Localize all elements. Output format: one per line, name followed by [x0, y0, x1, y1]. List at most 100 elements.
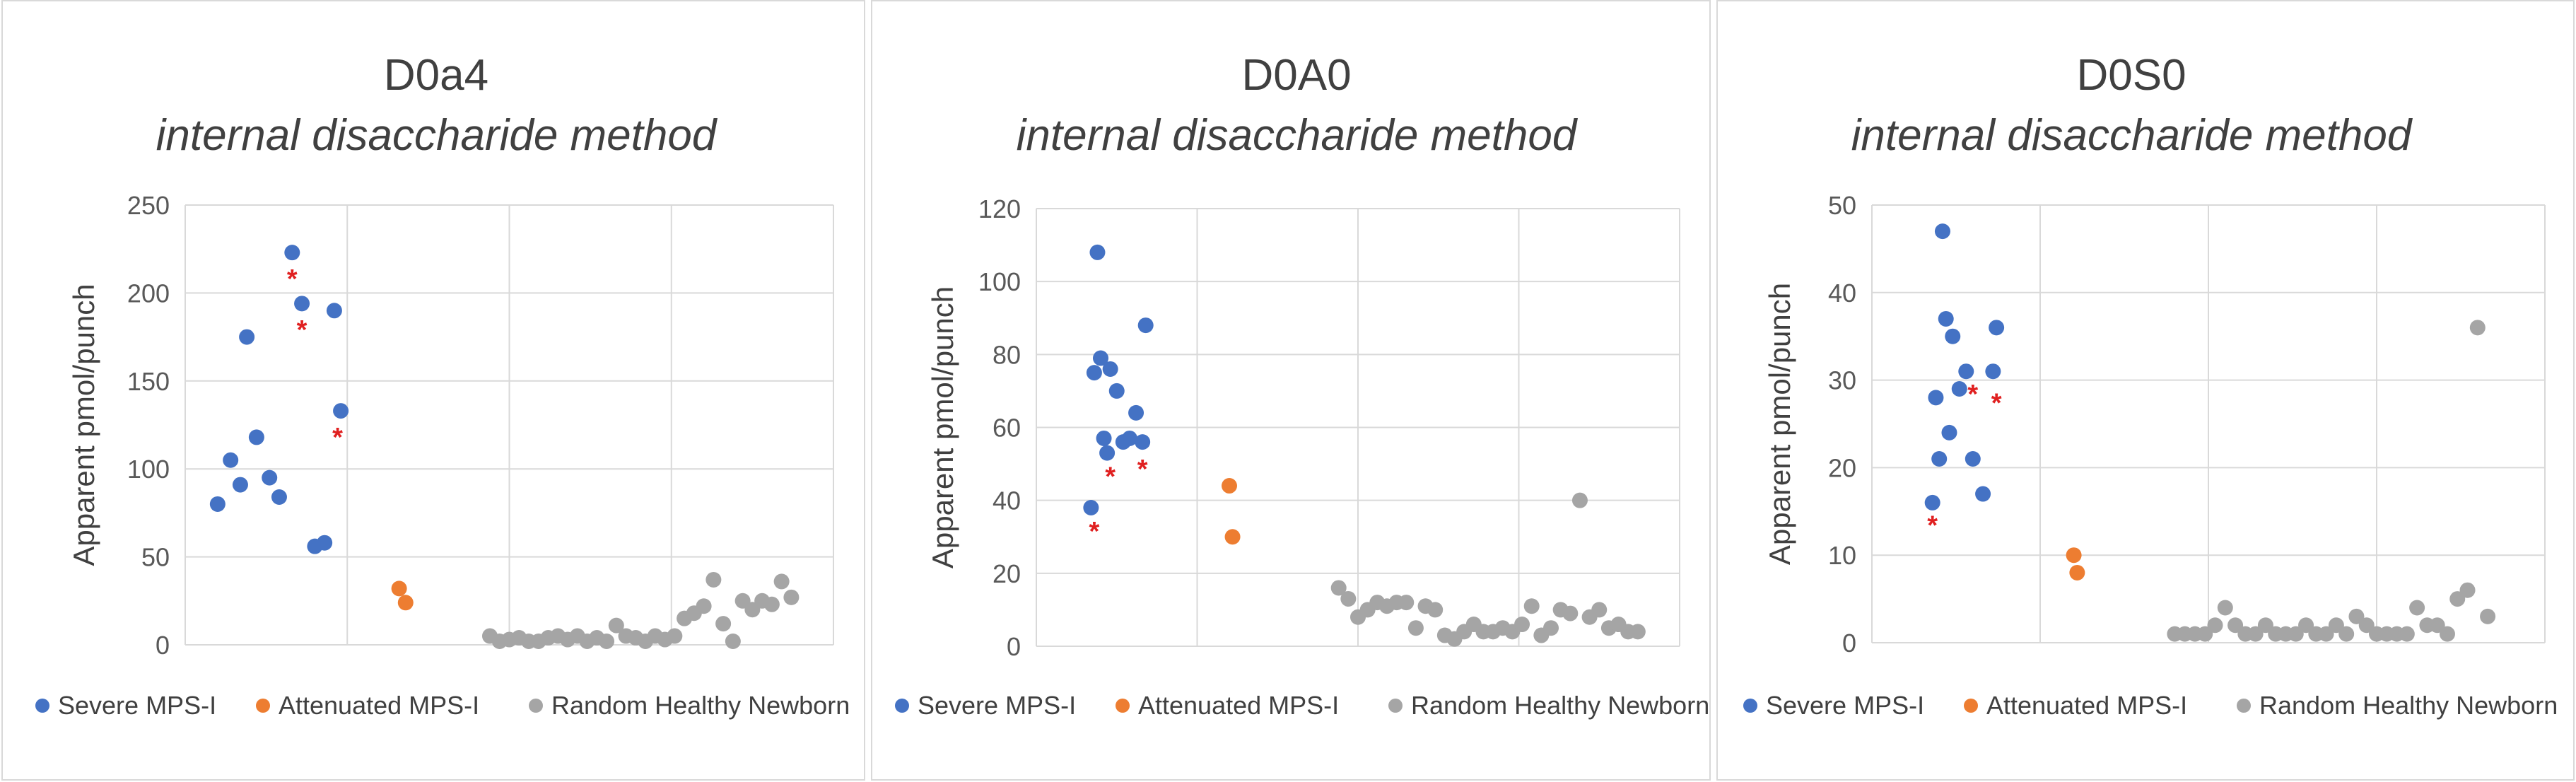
- y-tick-label: 200: [127, 279, 170, 308]
- data-point: [1629, 624, 1646, 640]
- data-point: [1407, 620, 1424, 636]
- data-point: [271, 489, 287, 506]
- data-point: [294, 296, 310, 312]
- data-point: [1224, 529, 1241, 545]
- data-point: [2480, 608, 2496, 624]
- y-tick-label: 40: [993, 486, 1021, 515]
- y-tick-label: 0: [1842, 629, 1856, 658]
- data-point: [1102, 361, 1118, 377]
- legend-marker: [529, 699, 543, 713]
- data-point: [1086, 365, 1102, 381]
- legend-entry: Random Healthy Newborn: [551, 691, 850, 720]
- data-point: [2409, 600, 2425, 616]
- chart-panel-d0s0: D0S0 internal disaccharide method 0 10 20 30 4…: [1716, 0, 2575, 781]
- y-tick-label: 0: [1007, 632, 1021, 661]
- data-point: [1989, 320, 2005, 336]
- data-point: [1093, 350, 1108, 366]
- legend-marker: [256, 699, 270, 713]
- data-point: [1523, 598, 1540, 614]
- legend-marker: [1116, 699, 1130, 713]
- chart-panel-d0a0: D0A0 internal disaccharide method 0 20 40 60 8…: [871, 0, 1711, 781]
- data-point: [1398, 595, 1415, 611]
- data-point: [2358, 617, 2375, 634]
- chart-subtitle: internal disaccharide method: [1851, 111, 2413, 160]
- legend-marker: [895, 699, 909, 713]
- data-point: [2318, 626, 2334, 642]
- asterisk-marker: *: [1927, 511, 1938, 541]
- chart-subtitle: internal disaccharide method: [156, 111, 718, 160]
- data-point: [773, 573, 790, 590]
- data-point: [326, 303, 342, 319]
- data-point: [1083, 499, 1099, 515]
- chart-panel-d0a4: D0a4 internal disaccharide method 0 50 100 15…: [1, 0, 865, 781]
- data-point: [1330, 580, 1347, 596]
- data-point: [1951, 380, 1967, 397]
- data-point: [1941, 424, 1957, 440]
- data-point: [333, 403, 349, 419]
- asterisk-marker: *: [1137, 455, 1148, 484]
- data-point: [1945, 328, 1961, 344]
- data-point: [2348, 608, 2365, 624]
- data-point: [2227, 617, 2244, 634]
- data-point: [2469, 320, 2486, 336]
- scatter-chart: D0A0 internal disaccharide method 0 20 40 60 8…: [895, 51, 1709, 720]
- data-point: [1137, 317, 1154, 334]
- data-point: [2399, 626, 2415, 642]
- data-point: [2338, 626, 2355, 642]
- data-point: [667, 628, 683, 644]
- data-point: [2197, 626, 2213, 642]
- asterisk-marker: *: [332, 423, 343, 453]
- data-point: [232, 477, 248, 493]
- chart-title: D0A0: [1241, 51, 1351, 100]
- legend-entry: Severe MPS-I: [1766, 691, 1924, 720]
- y-tick-label: 60: [993, 414, 1021, 443]
- data-point: [262, 469, 278, 486]
- data-point: [706, 571, 722, 588]
- y-tick-label: 120: [978, 194, 1021, 223]
- legend-entry: Severe MPS-I: [918, 691, 1076, 720]
- data-point: [783, 589, 800, 605]
- data-point: [599, 634, 615, 650]
- y-tick-label: 40: [1828, 279, 1856, 308]
- data-point: [2298, 617, 2314, 634]
- chart-title: D0a4: [384, 51, 488, 100]
- data-point: [284, 245, 300, 261]
- legend-entry: Random Healthy Newborn: [1411, 691, 1709, 720]
- y-tick-label: 100: [127, 455, 170, 484]
- data-point: [248, 429, 264, 445]
- data-point: [1128, 404, 1144, 421]
- data-point: [1514, 617, 1530, 633]
- data-point: [209, 496, 226, 512]
- data-point: [2328, 617, 2344, 634]
- asterisk-marker: *: [1105, 462, 1116, 491]
- data-point: [1099, 445, 1116, 461]
- asterisk-marker: *: [297, 315, 308, 345]
- legend-marker: [1964, 699, 1978, 713]
- data-point: [2217, 600, 2233, 616]
- y-tick-label: 10: [1828, 541, 1856, 570]
- data-point: [391, 580, 407, 597]
- legend-entry: Severe MPS-I: [58, 691, 216, 720]
- data-point: [1427, 602, 1444, 618]
- data-point: [1135, 434, 1151, 450]
- scatter-chart: D0S0 internal disaccharide method 0 10 20 30 4…: [1743, 51, 2558, 720]
- y-tick-label: 80: [993, 340, 1021, 369]
- asterisk-marker: *: [1991, 388, 2002, 418]
- data-point: [1958, 363, 1974, 380]
- y-tick-label: 30: [1828, 366, 1856, 395]
- y-tick-label: 150: [127, 367, 170, 396]
- data-point: [715, 616, 732, 632]
- legend-marker: [35, 699, 49, 713]
- data-point: [1928, 390, 1944, 406]
- data-point: [2288, 626, 2304, 642]
- data-point: [1938, 310, 1954, 327]
- data-point: [2429, 617, 2445, 634]
- data-point: [397, 595, 414, 611]
- data-point: [763, 596, 780, 612]
- y-axis-label: Apparent pmol/punch: [67, 284, 100, 566]
- legend-entry: Attenuated MPS-I: [279, 691, 479, 720]
- y-tick-label: 20: [993, 559, 1021, 588]
- data-point: [1924, 494, 1940, 510]
- legend-marker: [1743, 699, 1757, 713]
- legend-marker: [2237, 699, 2251, 713]
